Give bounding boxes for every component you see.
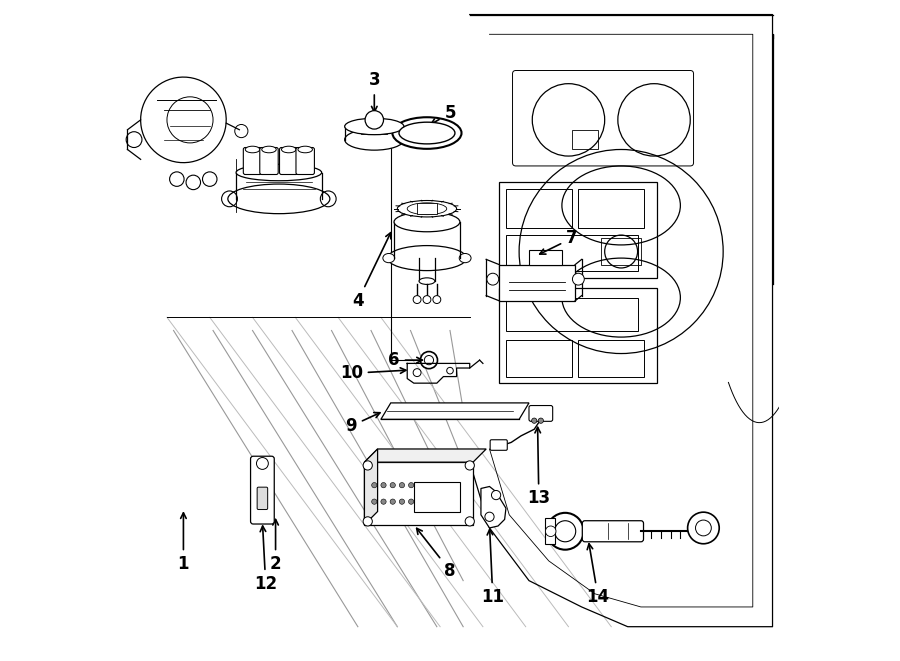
Circle shape xyxy=(372,483,377,488)
Circle shape xyxy=(409,483,414,488)
Circle shape xyxy=(547,513,583,550)
Circle shape xyxy=(390,483,395,488)
Ellipse shape xyxy=(394,212,460,232)
FancyBboxPatch shape xyxy=(280,147,298,175)
Text: 14: 14 xyxy=(587,544,609,606)
Text: 3: 3 xyxy=(368,71,380,112)
Circle shape xyxy=(545,526,556,537)
Text: 10: 10 xyxy=(340,364,406,382)
Circle shape xyxy=(256,457,268,469)
Circle shape xyxy=(487,273,499,285)
Circle shape xyxy=(538,418,544,423)
Circle shape xyxy=(390,499,395,504)
Text: 2: 2 xyxy=(270,520,282,573)
Polygon shape xyxy=(481,486,506,528)
FancyBboxPatch shape xyxy=(500,264,575,301)
FancyBboxPatch shape xyxy=(260,147,278,175)
Circle shape xyxy=(572,273,584,285)
Circle shape xyxy=(424,356,434,365)
Circle shape xyxy=(381,499,386,504)
Circle shape xyxy=(409,499,414,504)
Text: 9: 9 xyxy=(346,412,380,435)
Polygon shape xyxy=(364,449,378,525)
Ellipse shape xyxy=(282,146,296,153)
Circle shape xyxy=(465,461,474,470)
Text: 5: 5 xyxy=(431,104,455,124)
FancyBboxPatch shape xyxy=(257,487,267,510)
Ellipse shape xyxy=(345,129,404,150)
Circle shape xyxy=(365,110,383,129)
Circle shape xyxy=(363,517,373,526)
Ellipse shape xyxy=(459,253,471,262)
Ellipse shape xyxy=(228,184,330,214)
Circle shape xyxy=(413,369,421,377)
Circle shape xyxy=(696,520,711,536)
Text: 7: 7 xyxy=(540,229,578,254)
FancyBboxPatch shape xyxy=(545,518,555,545)
Circle shape xyxy=(554,521,576,542)
Text: 13: 13 xyxy=(527,427,551,508)
Circle shape xyxy=(491,490,500,500)
Circle shape xyxy=(400,483,405,488)
Ellipse shape xyxy=(345,118,404,135)
Ellipse shape xyxy=(399,122,454,144)
Circle shape xyxy=(363,461,373,470)
Polygon shape xyxy=(364,449,486,462)
Circle shape xyxy=(381,483,386,488)
Circle shape xyxy=(423,295,431,303)
FancyBboxPatch shape xyxy=(491,440,508,450)
Ellipse shape xyxy=(236,165,321,180)
Ellipse shape xyxy=(298,146,312,153)
Circle shape xyxy=(688,512,719,544)
Circle shape xyxy=(446,368,454,374)
Text: 8: 8 xyxy=(417,528,455,580)
Circle shape xyxy=(433,295,441,303)
Polygon shape xyxy=(381,403,529,419)
Circle shape xyxy=(372,499,377,504)
Ellipse shape xyxy=(246,146,260,153)
Text: 6: 6 xyxy=(388,351,422,369)
FancyBboxPatch shape xyxy=(296,147,314,175)
FancyBboxPatch shape xyxy=(250,456,274,524)
Ellipse shape xyxy=(392,117,462,149)
Circle shape xyxy=(420,352,437,369)
Ellipse shape xyxy=(397,200,456,217)
Circle shape xyxy=(413,295,421,303)
Ellipse shape xyxy=(419,278,435,284)
Circle shape xyxy=(485,512,494,522)
Circle shape xyxy=(400,499,405,504)
Text: 12: 12 xyxy=(254,526,277,593)
Ellipse shape xyxy=(388,246,466,270)
FancyBboxPatch shape xyxy=(529,406,553,421)
Circle shape xyxy=(465,517,474,526)
Text: 1: 1 xyxy=(177,513,189,573)
FancyBboxPatch shape xyxy=(417,204,436,214)
Text: 4: 4 xyxy=(352,233,391,310)
Ellipse shape xyxy=(407,203,446,215)
FancyBboxPatch shape xyxy=(529,251,562,264)
Text: 11: 11 xyxy=(482,529,504,606)
Circle shape xyxy=(532,418,537,423)
FancyBboxPatch shape xyxy=(243,147,262,175)
FancyBboxPatch shape xyxy=(582,521,644,542)
Ellipse shape xyxy=(262,146,276,153)
Ellipse shape xyxy=(382,253,395,262)
FancyBboxPatch shape xyxy=(364,462,473,525)
